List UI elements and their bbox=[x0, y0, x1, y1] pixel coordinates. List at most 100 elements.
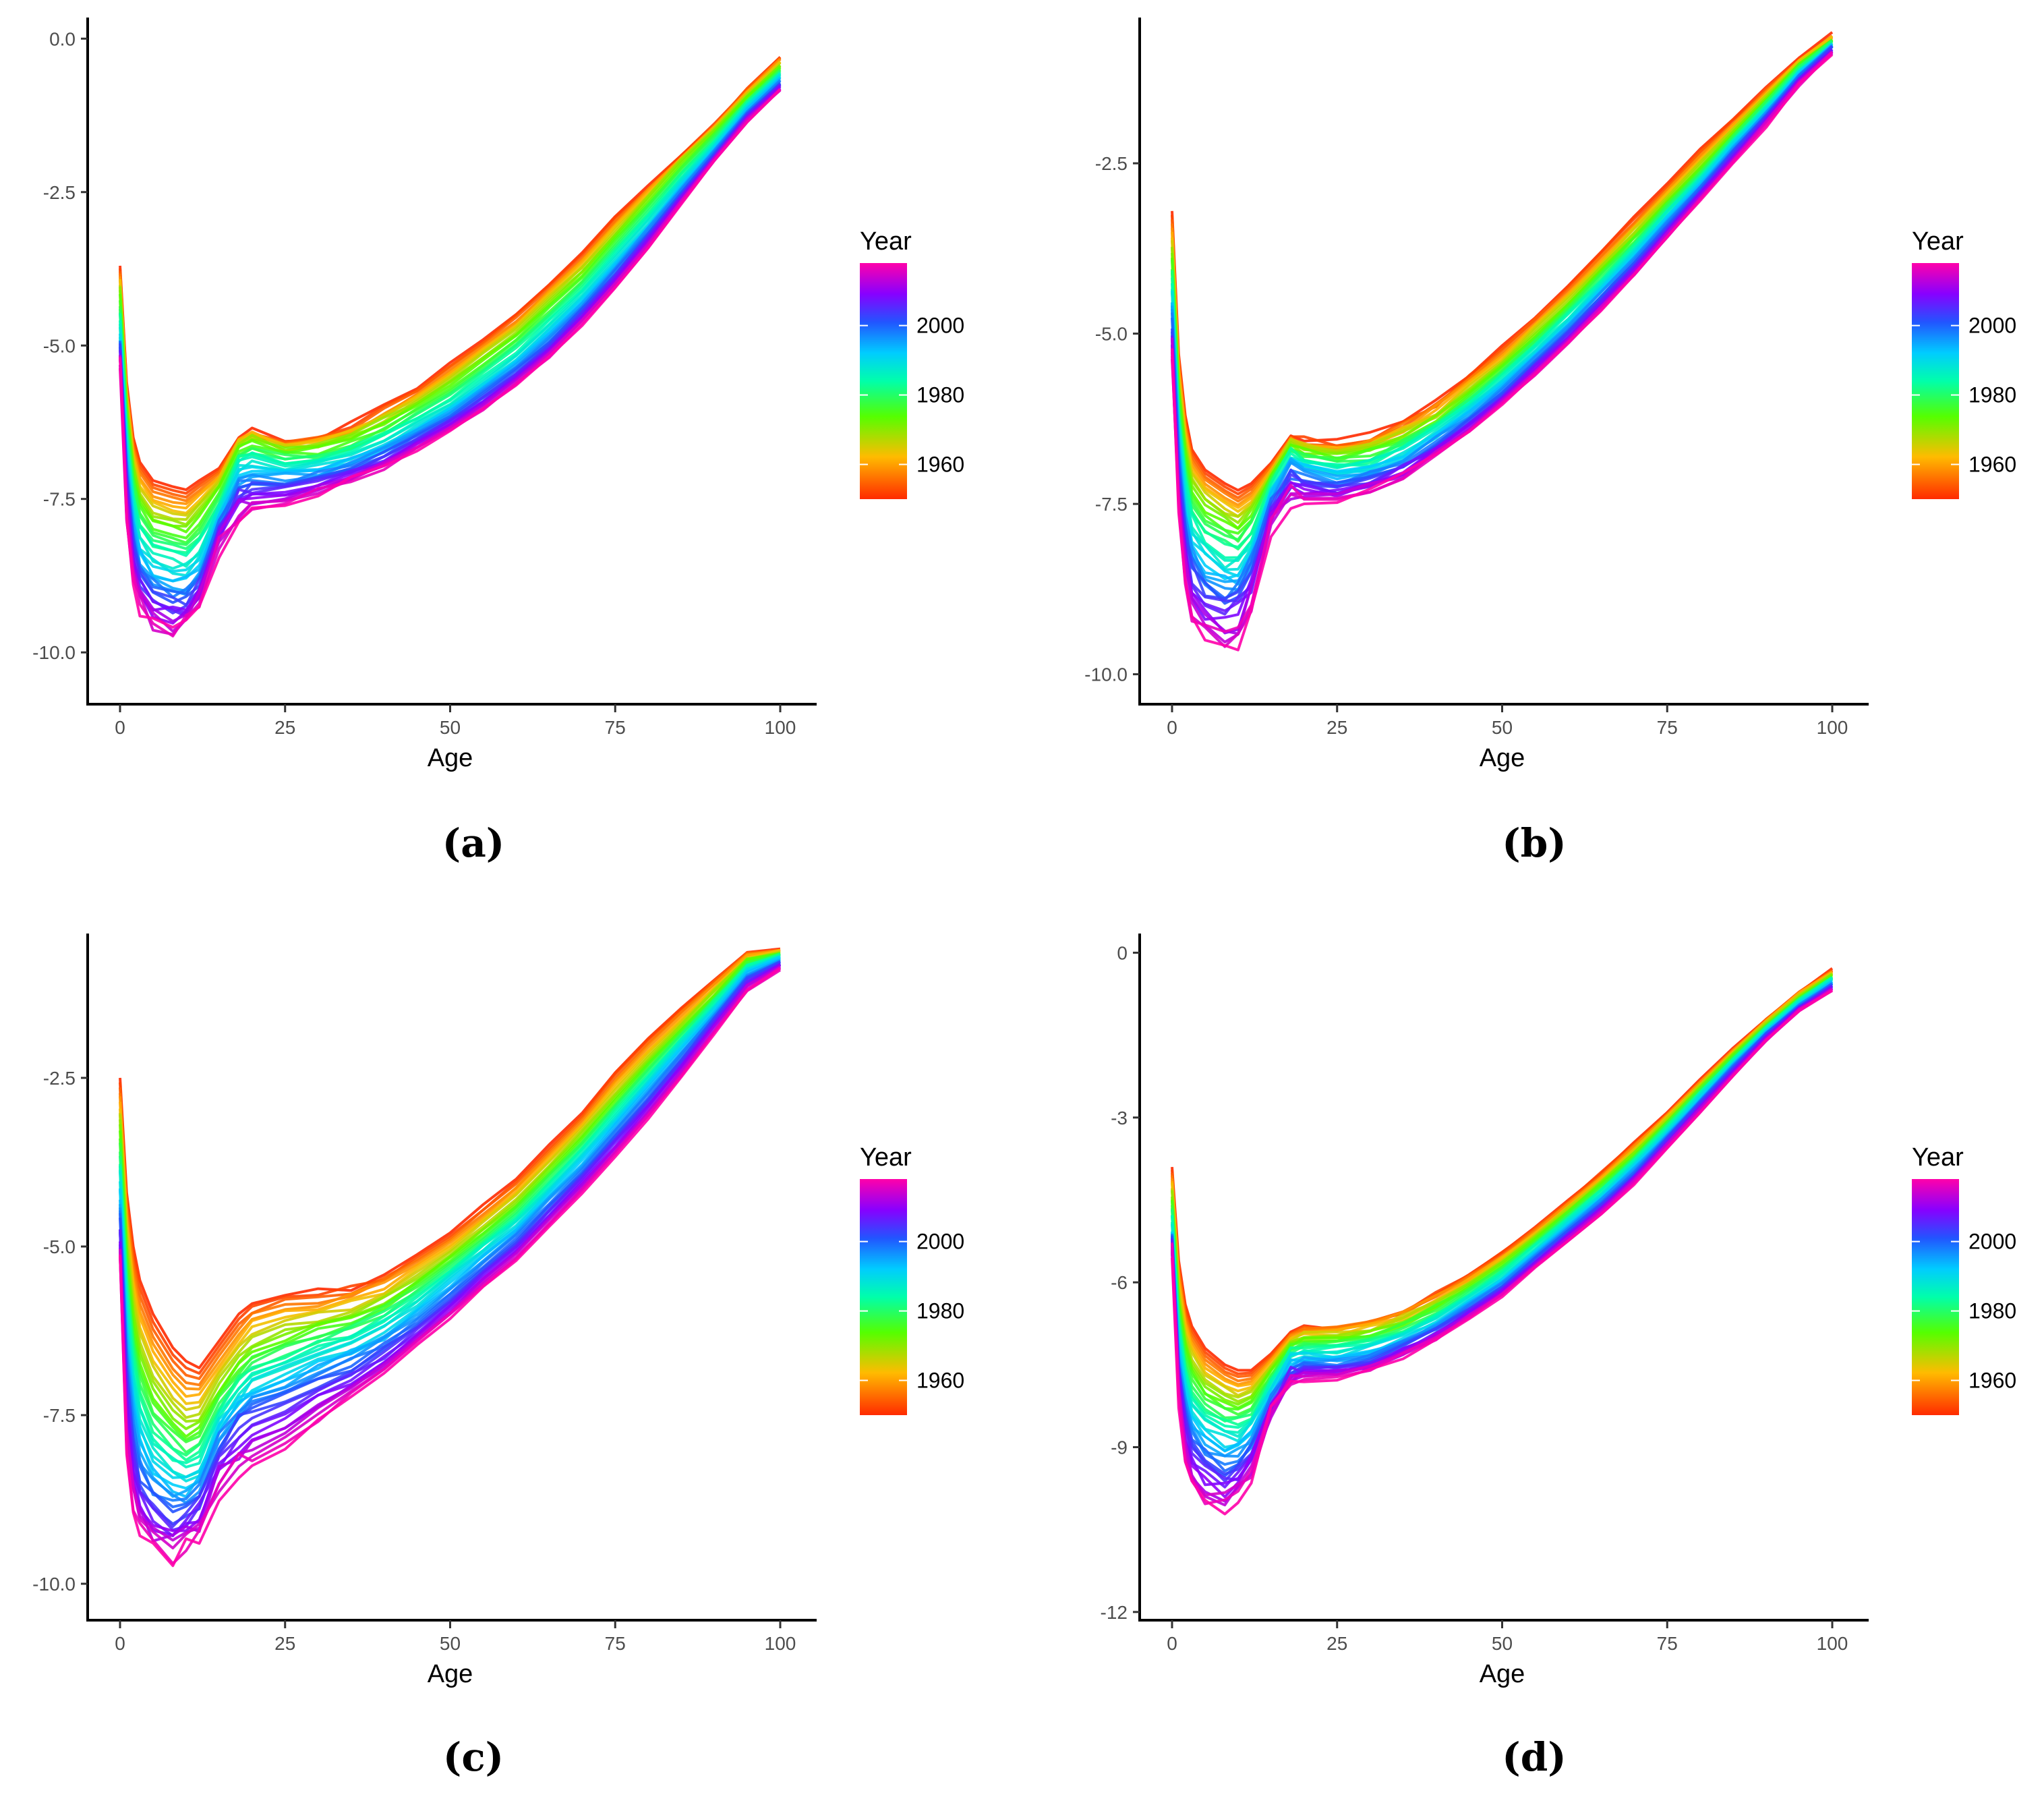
legend-label: 1960 bbox=[1968, 1369, 2016, 1393]
x-axis-title: Age bbox=[428, 744, 473, 772]
legend-label: 2000 bbox=[1968, 1230, 2016, 1254]
x-tick-label: 0 bbox=[1167, 1633, 1177, 1654]
y-tick-label: -10.0 bbox=[1084, 664, 1128, 685]
year-line bbox=[1171, 973, 1834, 1406]
panel-caption: (b) bbox=[1502, 820, 1566, 866]
x-tick-label: 75 bbox=[605, 717, 626, 738]
year-line bbox=[1171, 35, 1834, 496]
year-line bbox=[1171, 42, 1834, 563]
x-tick-label: 25 bbox=[274, 1633, 295, 1654]
year-line bbox=[1171, 979, 1834, 1443]
legend-colorbar bbox=[860, 263, 907, 499]
x-axis-title: Age bbox=[428, 1660, 473, 1688]
legend: Year 2000 1980 1960 bbox=[860, 227, 964, 499]
y-tick-label: -9 bbox=[1111, 1437, 1128, 1458]
legend: Year 2000 1980 1960 bbox=[860, 1143, 964, 1415]
x-tick-label: 100 bbox=[765, 717, 796, 738]
x-tick-label: 50 bbox=[1492, 717, 1513, 738]
year-line bbox=[1171, 989, 1834, 1516]
y-tick-label: -5.0 bbox=[43, 1236, 76, 1257]
y-tick-label: 0 bbox=[1117, 942, 1128, 963]
year-line bbox=[1171, 975, 1834, 1410]
year-line bbox=[1171, 38, 1834, 509]
legend-label: 2000 bbox=[916, 314, 964, 338]
x-tick-label: 0 bbox=[115, 717, 125, 738]
legend-label: 1980 bbox=[916, 1299, 964, 1323]
year-line bbox=[1171, 972, 1834, 1393]
year-line bbox=[1171, 976, 1834, 1411]
x-tick-label: 50 bbox=[1492, 1633, 1513, 1654]
year-line bbox=[119, 953, 781, 1454]
year-line bbox=[119, 61, 782, 517]
year-line bbox=[119, 969, 782, 1565]
x-tick-label: 100 bbox=[1817, 1633, 1848, 1654]
legend-colorbar bbox=[1912, 1179, 1959, 1415]
year-line bbox=[1171, 31, 1834, 492]
legend-colorbar bbox=[860, 1179, 907, 1415]
chart-panel-4: 0 -3 -6 -9 -12 0 25 50 75 100 Age (d) Year 2000 1980 19… bbox=[1101, 934, 2016, 1780]
legend: Year 2000 1980 1960 bbox=[1912, 1143, 2016, 1415]
legend-title: Year bbox=[860, 1143, 912, 1172]
year-line bbox=[119, 74, 782, 557]
year-line bbox=[119, 952, 781, 1457]
x-axis-title: Age bbox=[1480, 744, 1525, 772]
year-line bbox=[119, 967, 781, 1542]
year-line bbox=[1171, 40, 1834, 541]
series-lines bbox=[119, 56, 782, 637]
panel-caption: (c) bbox=[443, 1734, 504, 1780]
year-line bbox=[1171, 39, 1834, 524]
year-line bbox=[1171, 53, 1834, 652]
year-line bbox=[1171, 969, 1834, 1378]
x-tick-label: 50 bbox=[440, 1633, 461, 1654]
year-line bbox=[119, 958, 781, 1498]
legend-label: 2000 bbox=[916, 1230, 964, 1254]
year-line bbox=[119, 948, 781, 1405]
legend-colorbar bbox=[1912, 263, 1959, 499]
year-line bbox=[1171, 976, 1834, 1416]
x-axis-title: Age bbox=[1480, 1660, 1525, 1688]
year-line bbox=[1171, 38, 1834, 518]
year-line bbox=[1171, 35, 1834, 513]
year-line bbox=[1171, 38, 1834, 518]
year-line bbox=[119, 89, 782, 636]
legend-title: Year bbox=[1912, 1143, 1964, 1172]
legend-label: 1960 bbox=[1968, 453, 2016, 477]
year-line bbox=[119, 950, 781, 1387]
x-tick-label: 0 bbox=[115, 1633, 125, 1654]
y-tick-label: -7.5 bbox=[43, 489, 76, 510]
year-line bbox=[1171, 39, 1834, 535]
x-tick-label: 75 bbox=[1657, 1633, 1678, 1654]
series-lines bbox=[119, 947, 782, 1568]
year-line bbox=[119, 65, 782, 526]
year-line bbox=[1171, 38, 1834, 530]
x-tick-label: 0 bbox=[1167, 717, 1177, 738]
panel-caption: (a) bbox=[442, 820, 504, 866]
y-tick-label: -5.0 bbox=[1095, 324, 1128, 345]
series-lines bbox=[1171, 31, 1834, 652]
year-line bbox=[119, 65, 782, 521]
legend: Year 2000 1980 1960 bbox=[1912, 227, 2016, 499]
series-lines bbox=[1171, 967, 1834, 1516]
x-tick-label: 25 bbox=[1326, 1633, 1347, 1654]
year-line bbox=[119, 58, 782, 505]
x-tick-label: 100 bbox=[1817, 717, 1848, 738]
year-line bbox=[119, 88, 782, 629]
year-line bbox=[1171, 969, 1834, 1375]
legend-label: 1980 bbox=[916, 383, 964, 407]
chart-panel-1: 0.0 -2.5 -5.0 -7.5 -10.0 0 25 50 75 100 Age (a) Year… bbox=[32, 18, 964, 866]
year-line bbox=[1171, 973, 1834, 1399]
year-line bbox=[119, 67, 782, 534]
year-line bbox=[119, 950, 781, 1411]
year-line bbox=[1171, 970, 1834, 1386]
year-line bbox=[1171, 52, 1834, 635]
year-line bbox=[119, 60, 782, 515]
chart-panel-3: -2.5 -5.0 -7.5 -10.0 0 25 50 75 100 Age (c) Year 200… bbox=[32, 934, 964, 1780]
year-line bbox=[1171, 973, 1834, 1403]
year-line bbox=[1171, 971, 1834, 1387]
year-line bbox=[1171, 38, 1834, 530]
legend-label: 2000 bbox=[1968, 314, 2016, 338]
y-tick-label: -6 bbox=[1111, 1272, 1128, 1293]
y-tick-label: -10.0 bbox=[32, 1574, 76, 1595]
year-line bbox=[1171, 34, 1834, 500]
year-line bbox=[119, 950, 781, 1398]
